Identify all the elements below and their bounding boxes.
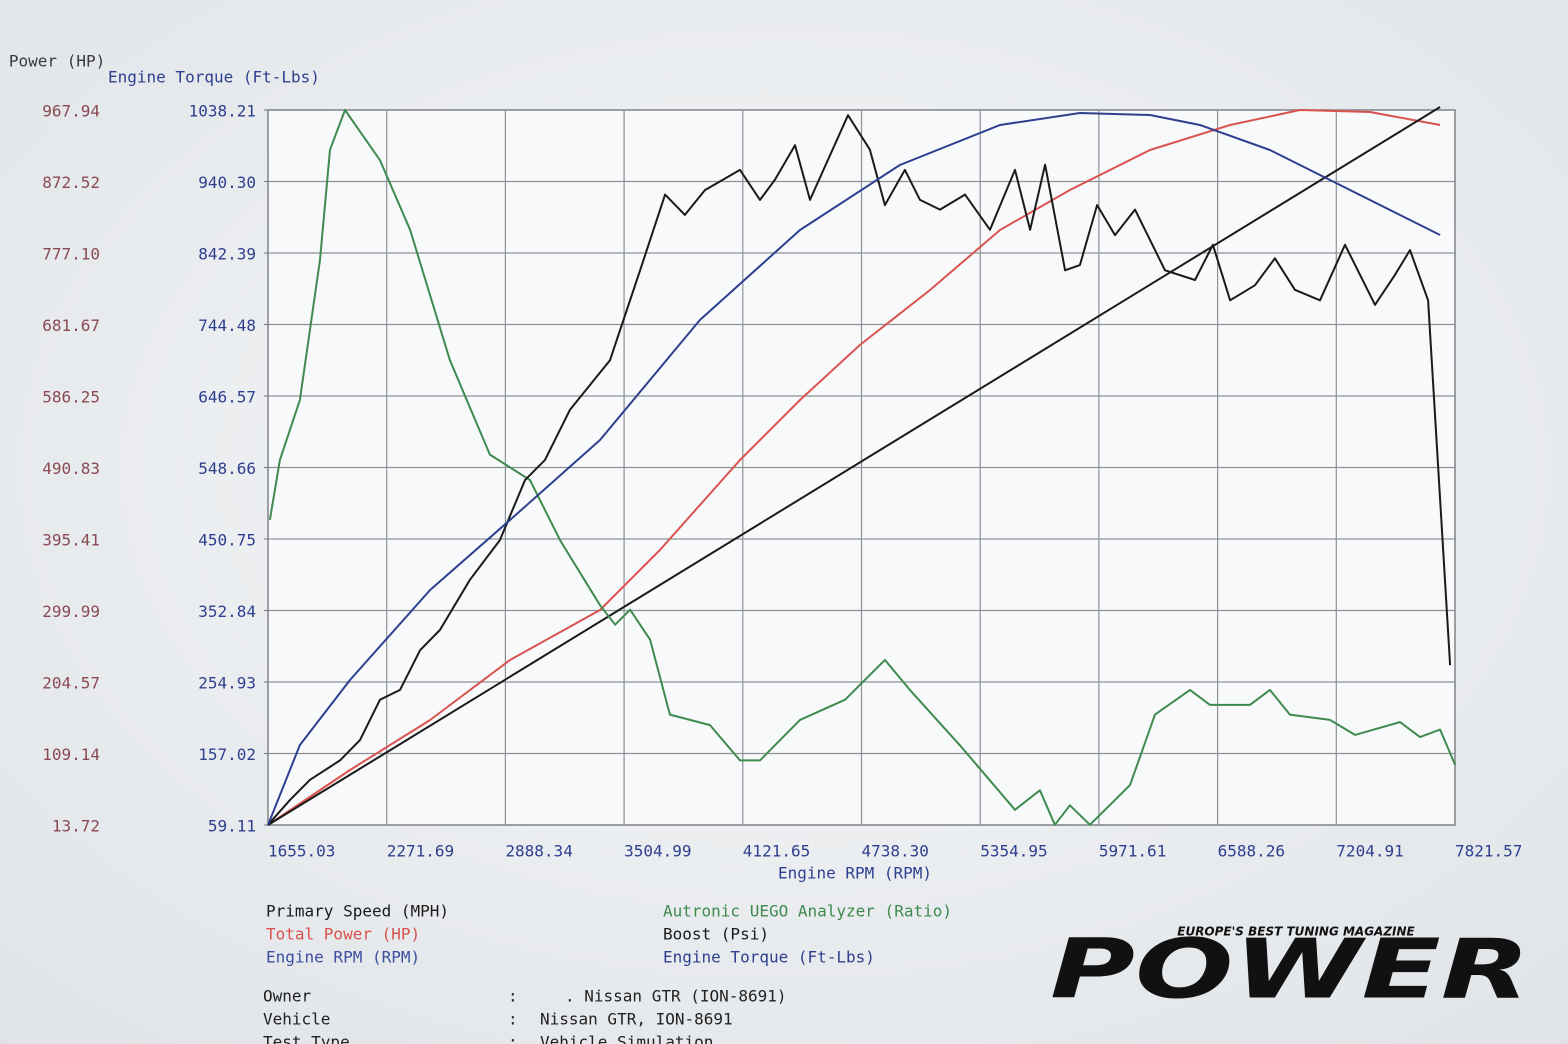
info-value: . Nissan GTR (ION-8691) [565,987,787,1006]
y-axis-title: al Power (HP) [0,52,105,71]
series-line [267,106,1441,826]
logo-name: POWER [1050,922,1530,1017]
y2-tick-label: 352.84 [198,602,256,621]
y-tick-label: 586.25 [42,388,100,407]
info-value: Nissan GTR, ION-8691 [540,1010,733,1029]
x-tick-label: 4121.65 [743,842,810,861]
y-tick-label: 681.67 [42,316,100,335]
legend-entry: Autronic UEGO Analyzer (Ratio) [663,902,952,921]
y-tick-label: 967.94 [42,102,100,121]
series-line [267,114,1452,826]
x-tick-label: 2271.69 [387,842,454,861]
y-tick-label: 204.57 [42,673,100,692]
series-line [267,112,1441,826]
x-tick-label: 3504.99 [624,842,691,861]
x-tick-label: 5354.95 [980,842,1047,861]
x-tick-label: 6588.26 [1218,842,1285,861]
plot: 1655.03 2271.69 2888.34 3504.99 4121.65 4738.… [42,102,1522,861]
y2-tick-label: 254.93 [198,674,256,693]
info-label: Owner [263,987,312,1006]
info-separator: : [508,1033,518,1044]
info-separator: : [508,987,518,1006]
logo-tagline: EUROPE'S BEST TUNING MAGAZINE [1177,925,1415,939]
x-tick-label: 7821.57 [1455,842,1522,861]
y-tick-label: 777.10 [42,244,100,263]
y2-tick-label: 940.30 [198,173,256,192]
legend-entry: Engine Torque (Ft-Lbs) [663,948,875,967]
y-tick-label: 872.52 [42,173,100,192]
y-tick-label: 490.83 [42,459,100,478]
x-tick-label: 2888.34 [505,842,572,861]
legend-entry: Engine RPM (RPM) [266,948,420,967]
y-tick-label: 299.99 [42,602,100,621]
x-tick-label: 1655.03 [268,842,335,861]
y-tick-label: 395.41 [42,530,100,549]
y-tick-label: 13.72 [52,817,100,836]
y-tick-label: 109.14 [42,745,100,764]
y2-axis-title: Engine Torque (Ft-Lbs) [108,68,320,87]
x-tick-label: 5971.61 [1099,842,1166,861]
info-label: Test Type [263,1033,350,1044]
y2-tick-label: 1038.21 [189,102,256,121]
y2-tick-label: 842.39 [198,245,256,264]
x-tick-label: 4738.30 [862,842,929,861]
y2-tick-label: 548.66 [198,459,256,478]
y2-tick-label: 646.57 [198,388,256,407]
legend: Primary Speed (MPH) Total Power (HP) Engin… [266,902,952,967]
series-line [268,109,1457,826]
y2-tick-label: 59.11 [208,817,256,836]
x-axis-title: Engine RPM (RPM) [778,864,932,883]
legend-entry: Boost (Psi) [663,925,769,944]
logo: EUROPE'S BEST TUNING MAGAZINE POWER [1050,922,1530,1017]
y2-tick-label: 450.75 [198,531,256,550]
y2-tick-label: 744.48 [198,316,256,335]
info-value: Vehicle Simulation [540,1033,713,1044]
info: Owner: . Nissan GTR (ION-8691) Vehicle: Nis… [263,987,787,1044]
series-line [267,109,1441,826]
info-separator: : [508,1010,518,1029]
legend-entry: Primary Speed (MPH) [266,902,449,921]
legend-entry: Total Power (HP) [266,925,420,944]
x-tick-label: 7204.91 [1336,842,1403,861]
y2-tick-label: 157.02 [198,745,256,764]
info-label: Vehicle [263,1010,330,1029]
